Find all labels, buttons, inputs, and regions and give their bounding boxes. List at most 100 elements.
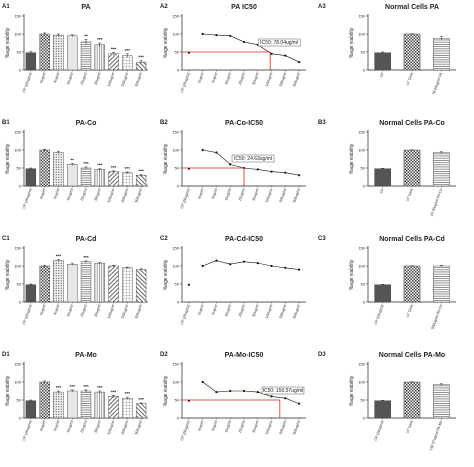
y-tick-label: 50	[175, 281, 180, 286]
x-tick-label: 200ug/ml	[120, 72, 129, 87]
y-tick-label: 150	[14, 129, 21, 134]
significance-marker: ***	[125, 391, 131, 396]
panel-id: B3	[318, 120, 326, 126]
data-point	[201, 148, 204, 152]
data-point	[270, 395, 273, 398]
y-tick-label: 50	[17, 397, 22, 402]
y-tick-label: 100	[358, 263, 365, 268]
bar	[39, 265, 50, 303]
bar	[122, 55, 133, 71]
y-tick-label: 0	[19, 299, 22, 304]
y-tick-label: 100	[14, 379, 21, 384]
data-point	[229, 389, 232, 393]
series-line	[202, 260, 300, 270]
y-axis-label: %age viability	[163, 375, 169, 406]
bar	[25, 400, 37, 419]
bar	[53, 34, 64, 71]
panel-id: C1	[2, 236, 10, 242]
significance-marker: ***	[83, 384, 89, 389]
y-tick-label: 50	[361, 165, 366, 170]
y-tick-label: 100	[172, 263, 179, 268]
x-tick-label: 25ug/ml	[80, 420, 88, 434]
x-tick-label: 200ug/ml	[278, 420, 287, 435]
x-tick-label: 50ug/ml	[94, 304, 102, 318]
bar	[80, 261, 92, 303]
x-tick-label: 0ug/ml	[39, 188, 47, 200]
x-tick-label: 5ug/ml	[53, 304, 61, 316]
x-tick-label: 5ug/ml	[53, 72, 61, 84]
panel-b3: B3 Normal Cells PA-Co %age viability 0 50 100…	[318, 120, 456, 217]
y-tick-label: 100	[172, 379, 179, 384]
y-tick-label: 0	[19, 183, 22, 188]
y-tick-label: 150	[358, 245, 365, 250]
data-point	[256, 390, 259, 394]
y-tick-label: 0	[177, 299, 180, 304]
bar	[403, 149, 421, 187]
y-tick-label: 0	[363, 67, 366, 72]
bar	[67, 164, 78, 187]
panel-c1: C1 PA-Cd %age viability 0 50 100 150 *** *** CP (…	[2, 236, 148, 325]
bar	[39, 149, 50, 187]
bar	[53, 260, 64, 303]
bar	[433, 384, 450, 419]
data-point	[242, 260, 246, 263]
bar	[25, 284, 37, 303]
x-tick-label: 10ug/ml	[66, 420, 74, 434]
bar	[53, 152, 64, 187]
y-axis-label: %age viability	[349, 143, 355, 174]
significance-marker: ***	[97, 37, 103, 42]
x-tick-label: 500ug/ml	[292, 304, 301, 319]
x-tick-label: 150.57ug/ml PA-Mo	[429, 420, 444, 451]
significance-marker: ***	[138, 55, 144, 60]
x-tick-label: 10ug/ml	[224, 420, 232, 434]
x-tick-label: 200ug/ml	[278, 304, 287, 319]
panel-d2: D2 PA-Mo-IC50 %age viability 0 50 100 150 IC50:…	[160, 352, 306, 441]
x-tick-label: 10ug/ml	[66, 72, 74, 86]
bar	[80, 41, 92, 71]
x-tick-label: 10ug/ml	[66, 304, 74, 318]
y-tick-label: 0	[363, 183, 366, 188]
x-tick-label: 500ug/ml	[134, 72, 143, 87]
data-point	[298, 60, 301, 64]
y-tick-label: 50	[17, 165, 22, 170]
significance-marker: ***	[97, 385, 103, 390]
x-tick-label: CP (20ug/ml)	[180, 304, 191, 325]
ic50-label-box	[261, 386, 305, 395]
x-tick-label: 50ug/ml	[252, 420, 260, 434]
x-tick-label: CP	[379, 187, 385, 194]
x-tick-label: 50ug/ml	[94, 420, 102, 434]
panel-title: PA-Mo-IC50	[225, 352, 264, 359]
ic50-label: IC50: 24.63ug/ml	[234, 156, 272, 162]
x-tick-label: 0ug/ml	[197, 420, 205, 432]
y-tick-label: 150	[14, 361, 21, 366]
y-tick-label: 100	[358, 147, 365, 152]
bar	[94, 391, 105, 419]
x-tick-label: CP (20ug/ml)	[22, 72, 33, 93]
panel-c2: C2 PA-Cd-IC50 %age viability 0 50 100 150 CP (2…	[160, 236, 306, 325]
significance-marker: ***	[111, 389, 117, 394]
series-line	[202, 33, 300, 63]
x-tick-label: UT Cells	[405, 420, 414, 434]
data-point	[284, 397, 287, 400]
x-tick-label: 5ug/ml	[53, 420, 61, 432]
bar	[108, 265, 119, 303]
x-tick-label: 500ug/ml PA-Cd	[431, 304, 444, 330]
y-tick-label: 0	[363, 299, 366, 304]
panel-a3: A3 Normal Cells PA %age viability 0 50 100 150…	[318, 4, 456, 95]
panel-title: PA-Mo	[75, 352, 97, 359]
data-point	[215, 259, 218, 262]
bar	[403, 381, 421, 419]
y-tick-label: 50	[175, 165, 180, 170]
x-tick-label: 0ug/ml	[197, 188, 205, 200]
bar	[135, 175, 147, 187]
panel-title: PA-Co-IC50	[225, 120, 263, 127]
y-tick-label: 150	[14, 245, 21, 250]
y-tick-label: 50	[17, 49, 22, 54]
bar	[94, 169, 105, 187]
y-axis-label: %age viability	[5, 27, 11, 58]
data-point	[256, 262, 259, 265]
bar	[122, 398, 133, 419]
bar	[108, 53, 119, 71]
y-axis-label: %age viability	[349, 375, 355, 406]
